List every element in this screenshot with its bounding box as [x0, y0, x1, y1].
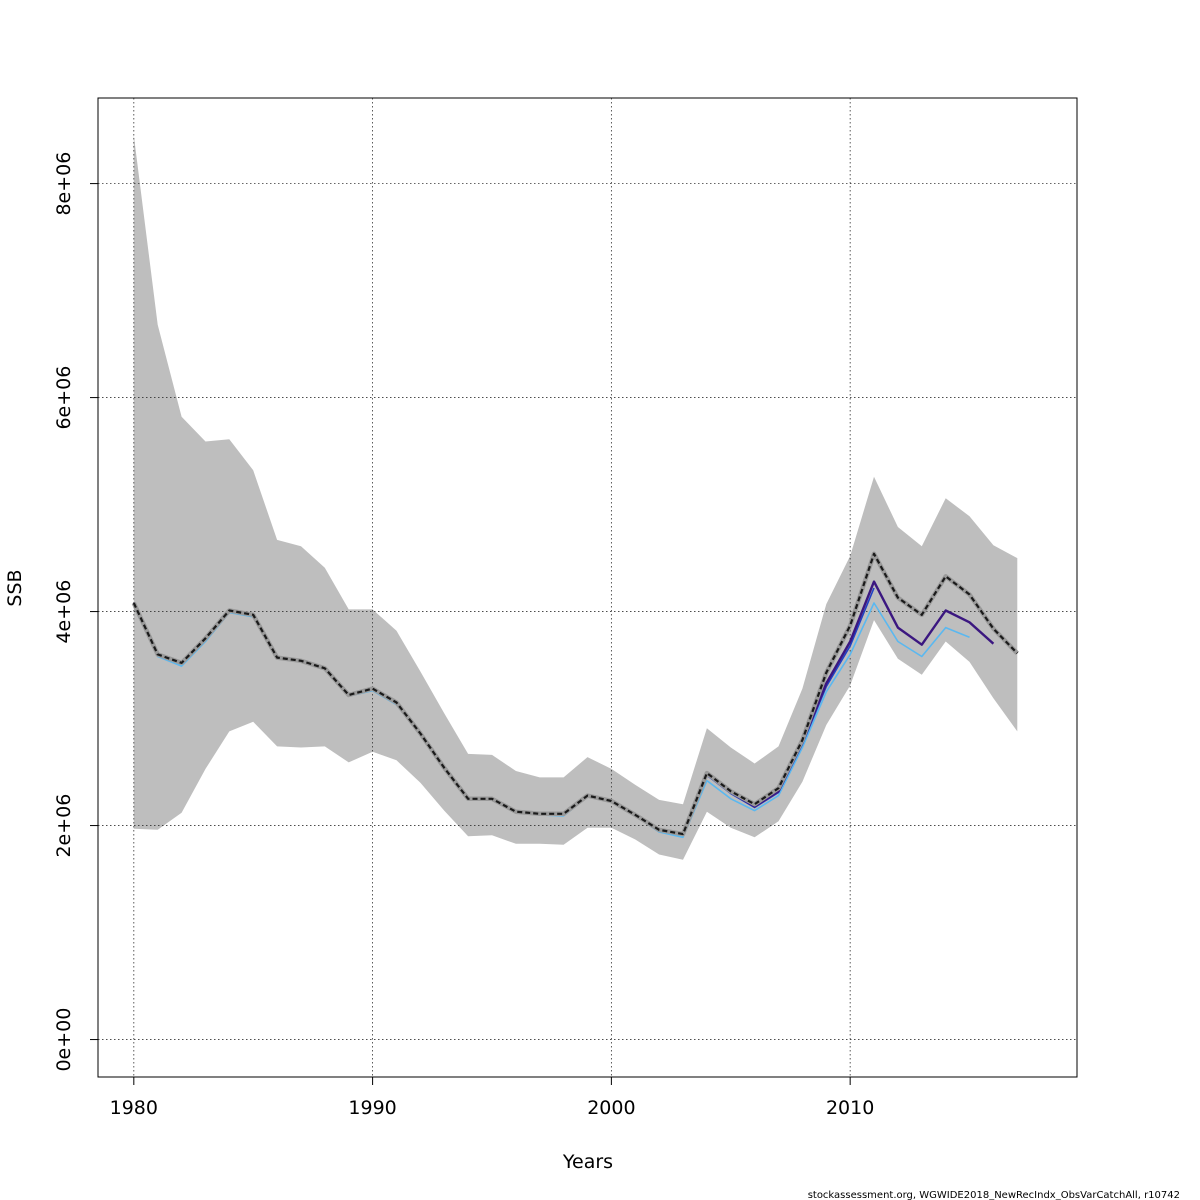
confidence-band-layer: [133, 135, 1018, 860]
y-tick-label: 8e+06: [53, 152, 75, 216]
y-axis-title: SSB: [4, 569, 26, 606]
x-axis-title: Years: [562, 1151, 613, 1173]
y-tick-label: 4e+06: [53, 580, 75, 644]
x-tick-label: 2000: [587, 1097, 635, 1119]
x-tick-label: 1990: [348, 1097, 396, 1119]
footer-note: stockassessment.org, WGWIDE2018_NewRecIn…: [808, 1190, 1180, 1200]
grid-layer: [98, 98, 1077, 1077]
x-tick-label: 1980: [110, 1097, 158, 1119]
y-tick-label: 0e+00: [53, 1008, 75, 1072]
plot-frame: [97, 97, 1078, 1078]
x-tick-label: 2010: [826, 1097, 874, 1119]
y-tick-label: 2e+06: [53, 794, 75, 858]
confidence-band: [133, 135, 1018, 860]
axis-layer: 1980 1990 2000 2010 0e+00 2e+06 4e+06 6e+06 8e+0…: [53, 152, 874, 1119]
y-tick-label: 6e+06: [53, 366, 75, 430]
series-line-estimate-halo: [131, 551, 1019, 837]
series-layer: [131, 551, 1019, 839]
